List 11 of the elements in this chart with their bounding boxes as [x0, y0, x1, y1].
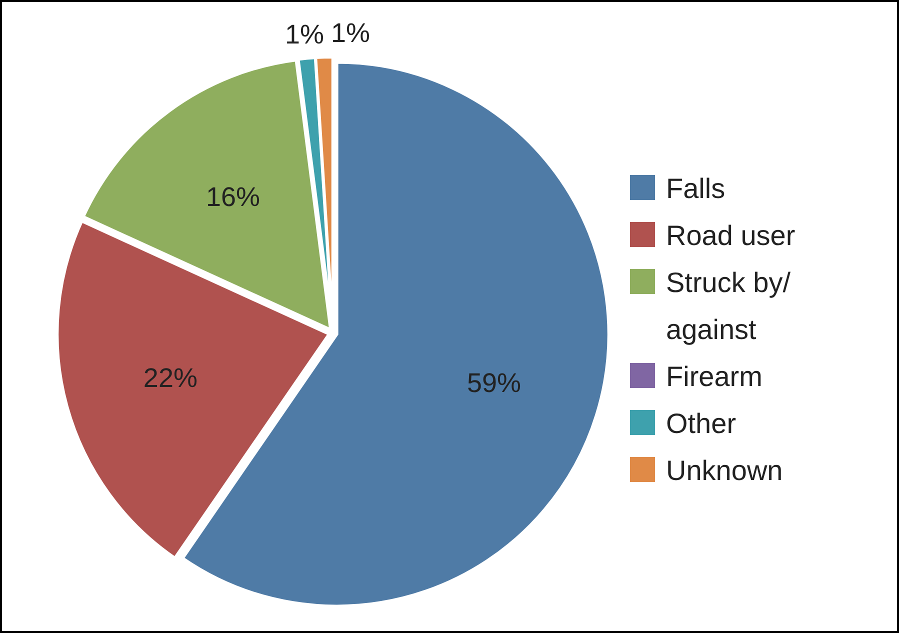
legend-label: Falls	[666, 172, 726, 204]
data-label: 22%	[143, 362, 198, 393]
legend-label: Unknown	[666, 454, 783, 486]
legend-label: Road user	[666, 220, 796, 250]
data-label: 59%	[467, 368, 522, 398]
legend-label: Other	[666, 408, 736, 438]
data-label: 1%	[330, 18, 370, 48]
data-label: 16%	[206, 182, 260, 212]
data-label: 1%	[284, 19, 324, 50]
legend-label: Firearm	[666, 360, 762, 392]
legend-label: Struck by/ against	[666, 266, 791, 344]
